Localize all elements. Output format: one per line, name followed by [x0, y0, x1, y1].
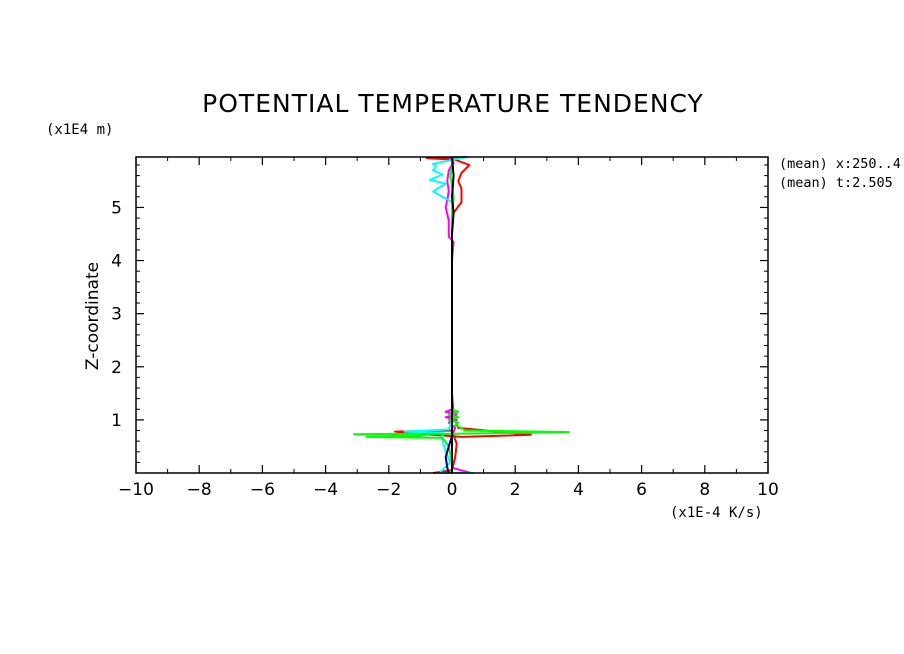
y-tick-label: 1 [111, 411, 122, 431]
x-tick-label: 2 [510, 480, 521, 500]
x-tick-label: 4 [573, 480, 584, 500]
x-tick-label: −4 [313, 480, 338, 500]
x-tick-label: −2 [376, 480, 401, 500]
y-tick-label: 5 [111, 198, 122, 218]
series-layer [353, 156, 570, 474]
y-unit-label: (x1E4 m) [46, 122, 113, 138]
x-tick-label: −6 [250, 480, 275, 500]
x-axis-label: (x1E-4 K/s) [670, 505, 763, 521]
y-tick-label: 4 [111, 252, 122, 272]
series-line-6 [451, 156, 455, 473]
mean-t-annotation: (mean) t:2.505 [779, 175, 893, 191]
x-tick-label: −10 [118, 480, 154, 500]
y-tick-label: 2 [111, 358, 122, 378]
x-tick-label: −8 [187, 480, 212, 500]
x-tick-label: 0 [447, 480, 458, 500]
x-tick-label: 6 [636, 480, 647, 500]
series-line-3 [403, 156, 475, 474]
series-line-1 [394, 156, 532, 474]
chart-title: POTENTIAL TEMPERATURE TENDENCY [202, 89, 704, 118]
x-tick-label: 8 [699, 480, 710, 500]
y-tick-label: 3 [111, 305, 122, 325]
mean-x-annotation: (mean) x:250..4 [779, 156, 901, 172]
y-axis-label: Z-coordinate [83, 262, 103, 370]
series-line-4 [353, 156, 570, 473]
x-tick-label: 10 [757, 480, 779, 500]
